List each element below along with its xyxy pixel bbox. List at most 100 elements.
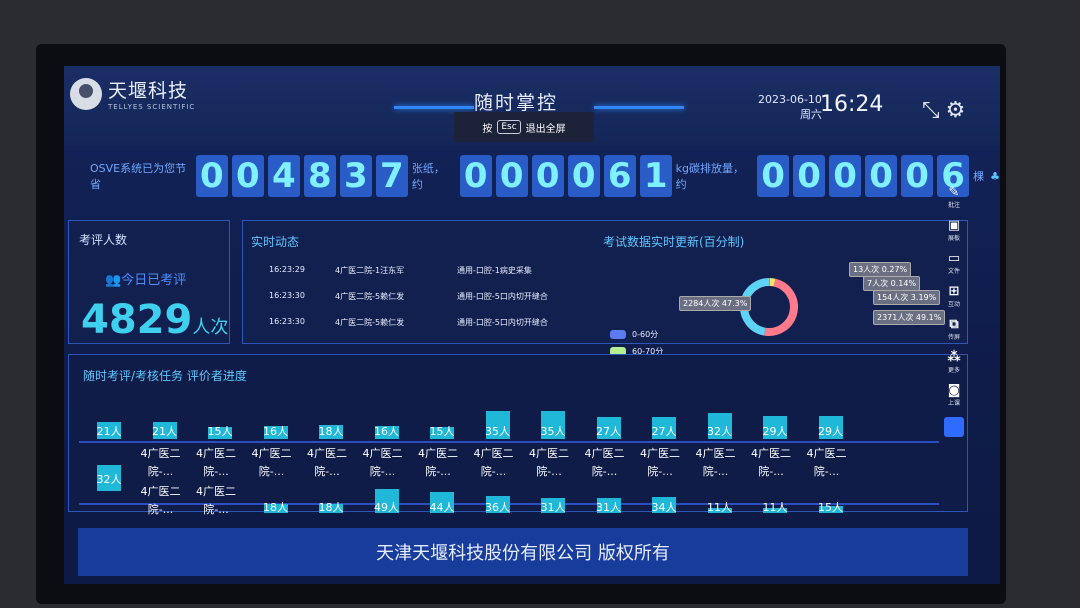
- logo-subtext: TELLYES SCIENTIFIC: [108, 103, 196, 111]
- toolbar-label: 展板: [947, 235, 960, 242]
- bar[interactable]: [97, 465, 121, 491]
- toolbar-logo-button[interactable]: [944, 417, 964, 437]
- exit-fullscreen-icon[interactable]: ⤡: [922, 98, 940, 123]
- bar[interactable]: [707, 507, 732, 513]
- legend-item: 60-70分: [610, 343, 668, 360]
- feed-task: 通用-口腔-1病史采集: [457, 266, 532, 275]
- panel-title: 考评人数: [79, 233, 128, 247]
- counter-digit: 7: [375, 155, 408, 197]
- bar[interactable]: [319, 424, 343, 439]
- bar[interactable]: [818, 505, 843, 513]
- toolbar-label: 批注: [947, 202, 960, 209]
- bar-value-label: 15人: [818, 501, 843, 514]
- bar[interactable]: [596, 498, 621, 513]
- header: 天堰科技 TELLYES SCIENTIFIC 随时掌控 按 Esc 退出全屏 202…: [64, 66, 1000, 146]
- counter-digit: 0: [567, 155, 600, 197]
- category-label: 4广医二院-...: [251, 447, 292, 478]
- donut-slice[interactable]: [769, 278, 776, 287]
- category-label: 4广医二院-...: [640, 447, 680, 478]
- bar[interactable]: [430, 427, 454, 439]
- toolbar-item[interactable]: ⁂ 更多: [947, 350, 961, 375]
- bar[interactable]: [707, 413, 732, 439]
- bar[interactable]: [596, 417, 621, 439]
- category-label: 4广医二院-...: [307, 447, 347, 478]
- category-label: 4广医二院-...: [584, 447, 625, 478]
- users-icon: 👥: [105, 273, 122, 288]
- bar-value-label: 15人: [429, 425, 455, 438]
- progress-panel: 随时考评/考核任务 评价者进度 21人 21人 4广医二院-... 15人 4广医二院-…: [68, 354, 968, 516]
- bar[interactable]: [652, 417, 676, 439]
- toolbar-item[interactable]: ◙ 上课: [948, 384, 961, 408]
- bar-value-label: 49人: [374, 501, 399, 514]
- bar-value-label: 15人: [207, 425, 233, 438]
- bar-value-label: 31人: [540, 501, 566, 514]
- toolbar-icon: ⁂: [947, 350, 961, 365]
- bar[interactable]: [763, 507, 787, 513]
- toolbar-icon: ⧉: [949, 317, 959, 332]
- toolbar-label: 文件: [947, 268, 960, 275]
- toolbar-item[interactable]: ▭ 文件: [947, 252, 960, 276]
- logo-text: 天堰科技: [108, 80, 189, 102]
- bar-value-label: 35人: [540, 425, 566, 438]
- bar[interactable]: [541, 411, 565, 439]
- bar[interactable]: [319, 504, 343, 513]
- bar-value-label: 11人: [707, 501, 732, 514]
- bar-value-label: 32人: [96, 473, 122, 486]
- category-label: 4广医二院-...: [196, 485, 236, 516]
- counter-digit: 0: [531, 155, 564, 197]
- legend-item: 0-60分: [610, 326, 668, 343]
- bar-value-label: 31人: [596, 501, 621, 514]
- date: 2023-06-10: [758, 93, 822, 106]
- hint-suffix: 退出全屏: [525, 123, 566, 135]
- legend-label: 0-60分: [632, 330, 659, 339]
- bar-value-label: 29人: [818, 425, 843, 438]
- toolbar-item[interactable]: ⊞ 互动: [947, 285, 960, 309]
- bar[interactable]: [263, 504, 288, 513]
- toolbar-item[interactable]: ▣ 展板: [947, 219, 960, 243]
- category-label: 4广医二院-...: [140, 485, 181, 516]
- category-label: 4广医二院-...: [196, 447, 236, 478]
- feed-time: 16:23:30: [269, 317, 305, 326]
- progress-title: 随时考评/考核任务 评价者进度: [83, 369, 247, 383]
- bar-value-label: 29人: [762, 425, 788, 438]
- dashboard-screen: 天堰科技 TELLYES SCIENTIFIC 随时掌控 按 Esc 退出全屏 202…: [64, 66, 1000, 584]
- page-title: 随时掌控: [474, 92, 559, 114]
- category-label: 4广医二院-...: [806, 447, 847, 478]
- bar[interactable]: [263, 426, 288, 439]
- feed-who: 4广医二院-5赖仁发: [335, 318, 405, 327]
- bar[interactable]: [652, 496, 676, 513]
- bar[interactable]: [485, 411, 510, 439]
- counter-prefix: OSVE系统已为您节省: [90, 162, 187, 191]
- today-label: 今日已考评: [121, 273, 187, 288]
- bar[interactable]: [208, 427, 232, 439]
- feed-who: 4广医二院-5赖仁发: [335, 292, 405, 301]
- bar[interactable]: [430, 491, 454, 513]
- toolbar-item[interactable]: ⧉ 传屏: [948, 317, 960, 342]
- bar[interactable]: [374, 489, 399, 513]
- gear-icon[interactable]: ⚙: [945, 98, 966, 123]
- bar[interactable]: [97, 422, 121, 439]
- bar[interactable]: [152, 422, 177, 439]
- bar-value-label: 36人: [485, 501, 510, 514]
- donut-slice-label: 13人次 0.27%: [849, 262, 912, 277]
- toolbar-item[interactable]: ✎ 批注: [947, 186, 960, 210]
- logo: 天堰科技 TELLYES SCIENTIFIC: [70, 76, 195, 111]
- bar[interactable]: [485, 495, 510, 513]
- donut-slice[interactable]: [764, 278, 798, 336]
- bar[interactable]: [541, 498, 565, 513]
- exit-fullscreen-hint: 按 Esc 退出全屏: [454, 112, 594, 142]
- legend-swatch: [610, 347, 626, 356]
- bar[interactable]: [763, 415, 787, 439]
- donut-slice-label: 2284人次 47.3%: [679, 296, 752, 311]
- counter-digit: 0: [495, 155, 528, 197]
- carbon-unit: kg碳排放量，约: [675, 162, 745, 191]
- toolbar-label: 互动: [947, 301, 960, 308]
- toolbar-label: 更多: [947, 367, 960, 374]
- bar[interactable]: [818, 415, 843, 439]
- counter-digit: 6: [603, 155, 636, 197]
- realtime-panel: 实时动态 16:23:29 4广医二院-1汪东军 通用-口腔-1病史采集 16:23:…: [242, 220, 968, 344]
- bar[interactable]: [374, 426, 399, 439]
- counter-digit: 6: [937, 155, 970, 197]
- counter-digit: 0: [757, 155, 790, 197]
